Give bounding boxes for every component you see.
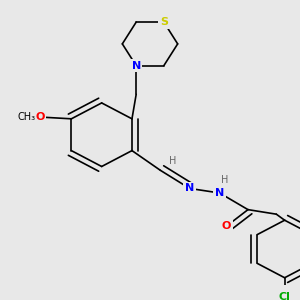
Text: N: N <box>131 61 141 71</box>
Text: N: N <box>215 188 224 198</box>
Text: O: O <box>222 221 231 231</box>
Text: N: N <box>185 183 194 194</box>
Text: H: H <box>221 175 229 184</box>
Text: O: O <box>35 112 44 122</box>
Text: CH₃: CH₃ <box>17 112 35 122</box>
Text: S: S <box>160 17 168 27</box>
Text: Cl: Cl <box>279 292 291 300</box>
Text: H: H <box>169 156 176 166</box>
